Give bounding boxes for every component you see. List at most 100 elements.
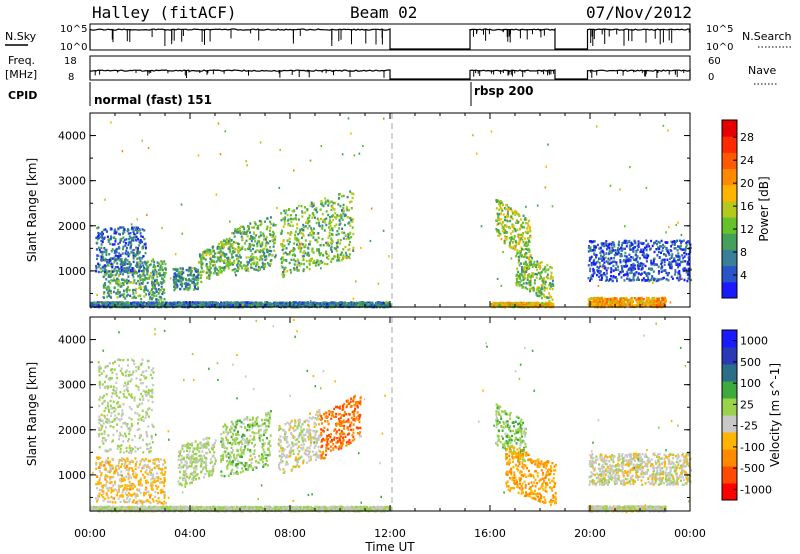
data-cell <box>522 276 525 279</box>
data-cell <box>220 266 223 270</box>
data-cell <box>246 263 249 266</box>
data-cell <box>311 216 314 219</box>
data-cell <box>249 237 252 240</box>
data-cell <box>132 292 135 295</box>
data-cell <box>529 235 532 239</box>
data-cell <box>633 258 636 262</box>
data-cell <box>118 267 120 271</box>
data-cell <box>630 263 633 267</box>
data-cell <box>240 225 242 228</box>
data-cell <box>163 275 166 278</box>
data-cell <box>252 237 254 240</box>
data-cell <box>145 263 147 266</box>
data-cell <box>509 226 511 230</box>
data-cell <box>138 240 141 243</box>
data-cell <box>123 292 126 296</box>
data-cell <box>138 302 141 305</box>
data-cell <box>251 253 254 256</box>
data-cell <box>144 251 147 255</box>
data-cell <box>173 288 176 292</box>
data-cell <box>117 302 120 305</box>
data-cell <box>195 270 198 273</box>
data-cell <box>535 288 538 291</box>
data-cell <box>334 255 337 258</box>
data-cell <box>241 230 244 234</box>
data-cell <box>189 268 192 271</box>
data-cell <box>178 278 181 281</box>
data-cell <box>335 249 338 253</box>
data-cell <box>178 270 181 274</box>
data-cell <box>119 241 121 244</box>
data-cell <box>211 249 214 252</box>
data-cell <box>663 258 666 261</box>
data-cell <box>323 218 326 221</box>
data-cell <box>596 265 599 269</box>
data-cell <box>97 262 100 265</box>
data-cell <box>349 231 351 235</box>
data-cell <box>173 284 176 288</box>
data-cell <box>616 249 619 252</box>
data-cell <box>498 200 501 203</box>
data-cell <box>533 273 535 276</box>
data-cell <box>344 213 347 216</box>
data-cell <box>127 267 130 270</box>
data-cell <box>233 261 236 264</box>
data-cell <box>304 239 307 242</box>
data-cell <box>274 304 277 308</box>
data-cell <box>641 262 644 266</box>
data-cell <box>308 268 311 271</box>
data-cell <box>208 302 211 306</box>
data-cell <box>517 282 520 285</box>
data-cell <box>239 248 242 252</box>
data-cell <box>614 276 617 279</box>
data-cell <box>96 241 99 245</box>
data-cell <box>231 244 234 248</box>
data-cell <box>351 226 354 229</box>
data-cell <box>226 301 229 304</box>
data-cell <box>269 226 272 229</box>
data-cell <box>134 238 137 242</box>
data-cell <box>205 302 208 305</box>
data-cell <box>521 248 523 251</box>
data-cell <box>609 278 611 281</box>
data-cell <box>639 241 642 245</box>
data-cell <box>156 275 159 279</box>
data-cell <box>668 253 671 257</box>
data-cell <box>593 240 596 243</box>
data-cell <box>647 254 650 257</box>
data-cell <box>177 280 180 283</box>
data-cell <box>241 267 244 270</box>
data-cell <box>516 252 519 256</box>
data-cell <box>603 261 606 264</box>
data-cell <box>678 269 681 273</box>
data-cell <box>632 250 635 253</box>
data-cell <box>523 237 526 240</box>
data-cell <box>546 287 549 290</box>
data-cell <box>152 291 155 294</box>
data-cell <box>536 263 539 266</box>
data-cell <box>517 255 520 259</box>
data-cell <box>187 274 189 277</box>
data-cell <box>662 269 665 272</box>
data-cell <box>253 262 256 265</box>
data-cell <box>138 244 141 247</box>
data-cell <box>130 245 132 248</box>
data-cell <box>228 301 231 304</box>
data-cell <box>230 239 233 242</box>
data-cell <box>538 264 541 267</box>
data-cell <box>231 302 234 305</box>
data-cell <box>301 232 304 235</box>
data-cell <box>298 301 301 304</box>
data-cell <box>143 237 146 241</box>
data-cell <box>299 244 302 247</box>
data-cell <box>157 288 160 291</box>
data-cell <box>96 257 98 261</box>
data-cell <box>231 231 234 235</box>
data-cell <box>263 235 265 238</box>
data-cell <box>526 277 529 280</box>
data-cell <box>131 305 134 308</box>
data-cell <box>280 257 283 261</box>
data-cell <box>343 223 346 227</box>
data-cell <box>225 264 228 267</box>
data-cell <box>249 249 252 252</box>
